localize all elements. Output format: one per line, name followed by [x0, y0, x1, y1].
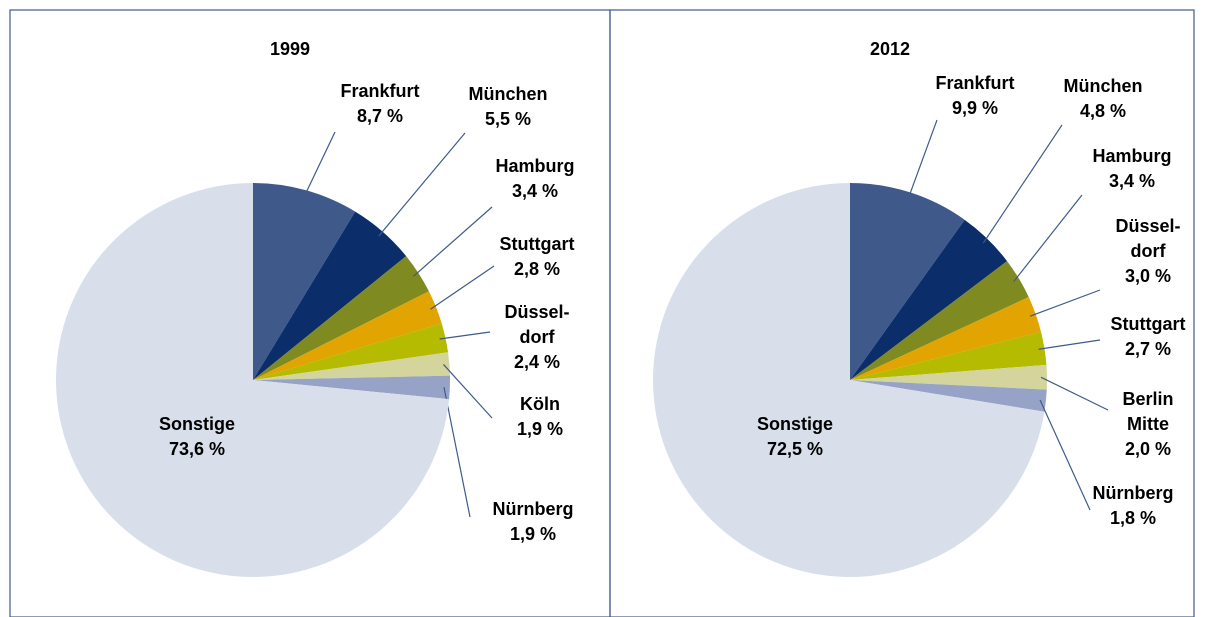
- leader-line: [907, 119, 938, 199]
- leader-line: [443, 364, 493, 419]
- slice-label: Düssel-dorf: [504, 302, 569, 347]
- value-label: 1,9 %: [510, 524, 556, 544]
- pie-slice: [253, 256, 429, 380]
- slice-label: Köln: [520, 394, 560, 414]
- value-label: 9,9 %: [952, 98, 998, 118]
- pie-slice: [253, 211, 407, 380]
- pie-slice: [652, 183, 1045, 577]
- slice-label: Sonstige: [757, 414, 833, 434]
- value-label: 2,0 %: [1125, 439, 1171, 459]
- value-label: 73,6 %: [169, 439, 225, 459]
- slice-label: Stuttgart: [1111, 314, 1186, 334]
- leader-line: [1040, 376, 1109, 411]
- leader-line: [413, 206, 493, 277]
- pie-slice: [253, 183, 356, 380]
- leader-line: [430, 265, 495, 310]
- value-label: 2,4 %: [514, 352, 560, 372]
- slice-label: Frankfurt: [935, 73, 1014, 93]
- value-label: 8,7 %: [357, 106, 403, 126]
- value-label: 5,5 %: [485, 109, 531, 129]
- slice-label: München: [1064, 76, 1143, 96]
- leader-line: [439, 331, 491, 340]
- value-label: 4,8 %: [1080, 101, 1126, 121]
- pie-slice: [850, 380, 1047, 412]
- pie-slice: [850, 183, 965, 380]
- pie-slice: [55, 183, 450, 577]
- pie-slice: [850, 364, 1047, 390]
- slice-label: Nürnberg: [493, 499, 574, 519]
- slice-label: Nürnberg: [1093, 483, 1174, 503]
- pie-slice: [253, 323, 449, 380]
- leader-line: [982, 124, 1063, 244]
- value-label: 3,4 %: [512, 181, 558, 201]
- pie-slice: [253, 352, 450, 380]
- leader-line: [1039, 399, 1091, 511]
- value-label: 72,5 %: [767, 439, 823, 459]
- value-label: 3,0 %: [1125, 266, 1171, 286]
- leader-line: [1038, 339, 1101, 350]
- pie-slice: [253, 375, 451, 400]
- pie-slice: [850, 261, 1029, 380]
- pie-slice: [850, 219, 1008, 380]
- pie-slice: [850, 297, 1042, 380]
- leader-line: [378, 132, 466, 237]
- pie-slice: [253, 291, 442, 380]
- chart-title: 1999: [270, 39, 310, 59]
- slice-label: Sonstige: [159, 414, 235, 434]
- leader-line: [303, 131, 336, 197]
- slice-label: Düssel-dorf: [1115, 216, 1180, 261]
- value-label: 3,4 %: [1109, 171, 1155, 191]
- slice-label: Hamburg: [495, 156, 574, 176]
- slice-label: Stuttgart: [500, 234, 575, 254]
- panel-frame: [609, 9, 1195, 617]
- value-label: 2,8 %: [514, 259, 560, 279]
- slice-label: Hamburg: [1092, 146, 1171, 166]
- slice-label: Frankfurt: [340, 81, 419, 101]
- value-label: 1,9 %: [517, 419, 563, 439]
- leader-line: [1013, 194, 1083, 282]
- pie-slice: [850, 331, 1047, 380]
- chart-title: 2012: [870, 39, 910, 59]
- slice-label: Berlin Mitte: [1122, 389, 1173, 434]
- leader-line: [1029, 289, 1101, 317]
- value-label: 2,7 %: [1125, 339, 1171, 359]
- value-label: 1,8 %: [1110, 508, 1156, 528]
- slice-label: München: [469, 84, 548, 104]
- leader-line: [443, 387, 471, 518]
